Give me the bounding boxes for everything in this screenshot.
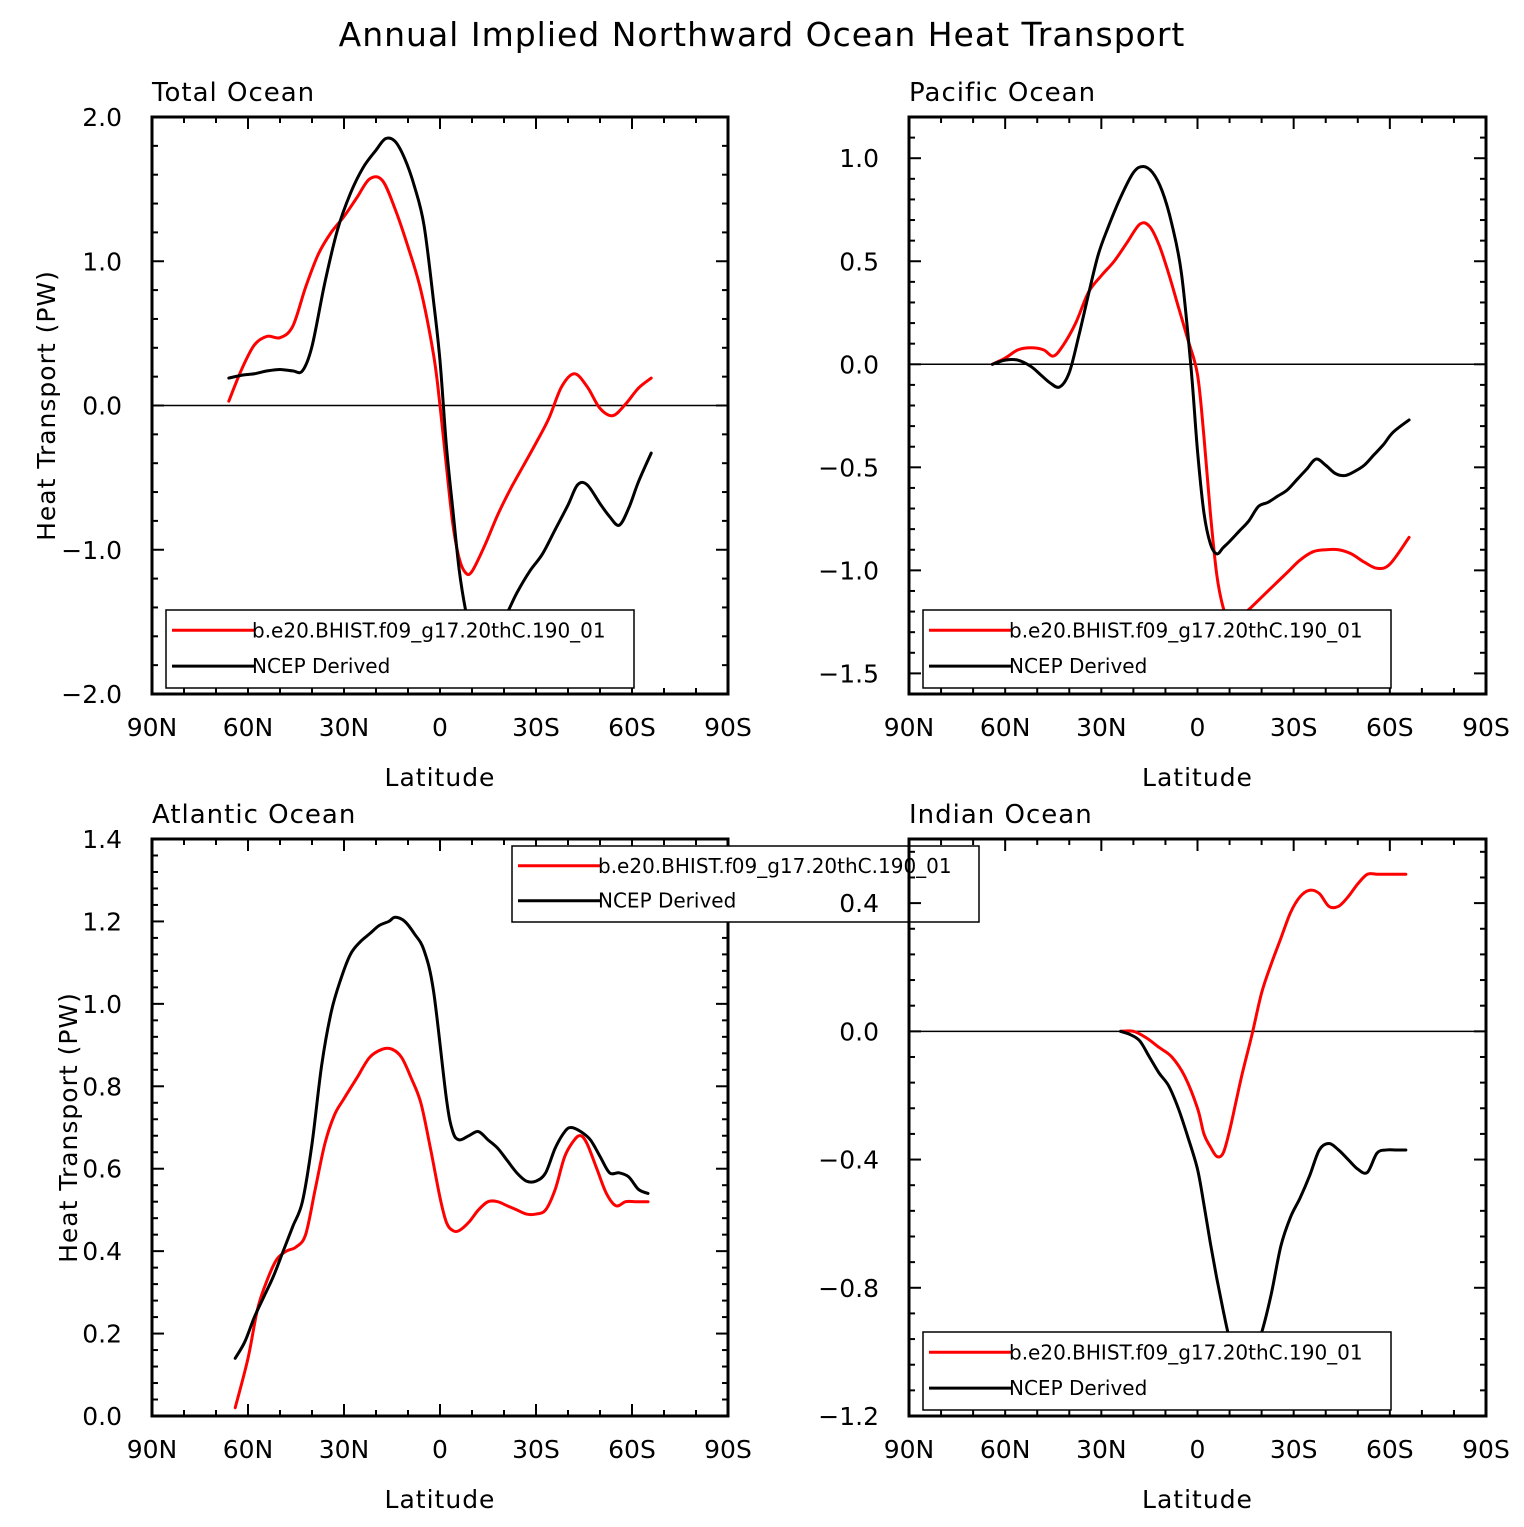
x-tick-label: 30S (1270, 1435, 1318, 1464)
y-tick-label: 0.0 (839, 1017, 879, 1046)
y-tick-label: 1.2 (82, 907, 122, 936)
x-tick-label: 30N (319, 713, 370, 742)
y-tick-label: 1.0 (82, 990, 122, 1019)
legend-box (922, 609, 1392, 689)
y-tick-label: 2.0 (82, 103, 122, 132)
y-tick-label: 0.2 (82, 1320, 122, 1349)
y-tick-label: −0.4 (818, 1146, 879, 1175)
panel-title: Atlantic Ocean (152, 800, 356, 830)
y-tick-label: −1.5 (818, 659, 879, 688)
legend: b.e20.BHIST.f09_g17.20thC.190_01 NCEP Der… (922, 1331, 1392, 1411)
legend-ncep-label: NCEP Derived (252, 654, 390, 678)
y-tick-label: 1.0 (82, 247, 122, 276)
x-axis-label: Latitude (385, 1485, 496, 1514)
panel-title: Pacific Ocean (909, 78, 1096, 108)
x-tick-label: 60N (980, 713, 1031, 742)
plot-frame (907, 115, 1488, 696)
figure-title: Annual Implied Northward Ocean Heat Tran… (339, 15, 1186, 54)
y-tick-label: −0.5 (818, 453, 879, 482)
plot-frame (907, 837, 1488, 1418)
x-tick-label: 60S (1366, 1435, 1414, 1464)
panel-atlantic-ocean: Atlantic Ocean 90N 60N 30N 0 30S 60S 90S 0.0 0.2 0… (54, 800, 980, 1514)
y-tick-label: 0.0 (839, 350, 879, 379)
x-tick-label: 0 (1190, 713, 1206, 742)
model-series-line (1119, 872, 1408, 1159)
x-tick-label: 90N (127, 1435, 178, 1464)
x-tick-label: 60N (980, 1435, 1031, 1464)
x-tick-label: 90N (127, 713, 178, 742)
y-tick-label: 0.6 (82, 1155, 122, 1184)
x-tick-label: 30S (512, 1435, 560, 1464)
legend-model-label: b.e20.BHIST.f09_g17.20thC.190_01 (1009, 1340, 1363, 1364)
y-tick-label: 0.5 (839, 247, 879, 276)
y-tick-label: 0.0 (82, 1402, 122, 1431)
y-tick-label: 0.8 (82, 1072, 122, 1101)
chart-panels: Total Ocean 90N 60N 30N 0 30S 60S 90S −2.0 −1.0 0.… (32, 78, 1510, 1514)
x-tick-label: 90N (884, 1435, 935, 1464)
x-axis-label: Latitude (1142, 1485, 1253, 1514)
y-tick-label: −1.0 (818, 556, 879, 585)
x-tick-label: 90S (704, 1435, 752, 1464)
x-axis-label: Latitude (385, 763, 496, 792)
legend-model-label: b.e20.BHIST.f09_g17.20thC.190_01 (252, 618, 606, 642)
y-tick-label: 0.4 (82, 1237, 122, 1266)
plot-frame (150, 115, 730, 696)
y-tick-label: −1.0 (61, 536, 122, 565)
y-tick-label: −2.0 (61, 680, 122, 709)
panel-title: Total Ocean (151, 78, 315, 108)
x-axis-label: Latitude (1142, 763, 1253, 792)
y-tick-label: −1.2 (818, 1402, 879, 1431)
panel-title: Indian Ocean (909, 800, 1093, 830)
x-tick-label: 60N (223, 1435, 274, 1464)
legend: b.e20.BHIST.f09_g17.20thC.190_01 NCEP Der… (922, 609, 1392, 689)
y-tick-label: 0.4 (839, 889, 879, 918)
legend-ncep-label: NCEP Derived (1009, 654, 1147, 678)
panel-total-ocean: Total Ocean 90N 60N 30N 0 30S 60S 90S −2.0 −1.0 0.… (32, 78, 752, 792)
y-tick-label: −0.8 (818, 1274, 879, 1303)
model-series-line (227, 175, 653, 577)
y-tick-label: 0.0 (82, 392, 122, 421)
y-tick-label: 1.0 (839, 144, 879, 173)
x-tick-label: 0 (432, 713, 448, 742)
ncep-series-line (227, 136, 653, 644)
legend-ncep-label: NCEP Derived (598, 889, 736, 913)
x-tick-label: 60N (223, 713, 274, 742)
ncep-series-line (990, 164, 1411, 556)
legend-model-label: b.e20.BHIST.f09_g17.20thC.190_01 (1009, 618, 1363, 642)
y-axis-label: Heat Transport (PW) (32, 270, 61, 541)
x-tick-label: 60S (608, 1435, 656, 1464)
legend-box (511, 845, 980, 923)
x-tick-label: 30N (1076, 713, 1127, 742)
plot-frame (150, 837, 730, 1418)
panel-pacific-ocean: Pacific Ocean 90N 60N 30N 0 30S 60S 90S −1.5 −1.0… (818, 78, 1510, 792)
x-tick-label: 30S (1270, 713, 1318, 742)
x-tick-label: 60S (608, 713, 656, 742)
panel-indian-ocean: Indian Ocean 90N 60N 30N 0 30S 60S 90S −1.2 −0.8 −… (818, 800, 1510, 1514)
x-tick-label: 30N (1076, 1435, 1127, 1464)
x-tick-label: 0 (1190, 1435, 1206, 1464)
x-tick-label: 0 (432, 1435, 448, 1464)
model-series-line (233, 1046, 650, 1410)
x-tick-label: 90S (1462, 1435, 1510, 1464)
model-series-line (990, 221, 1411, 625)
x-tick-label: 90S (1462, 713, 1510, 742)
legend: b.e20.BHIST.f09_g17.20thC.190_01 NCEP Der… (511, 845, 980, 923)
y-axis-label: Heat Transport (PW) (54, 992, 83, 1263)
x-tick-label: 90N (884, 713, 935, 742)
legend-ncep-label: NCEP Derived (1009, 1376, 1147, 1400)
legend-model-label: b.e20.BHIST.f09_g17.20thC.190_01 (598, 854, 952, 878)
x-tick-label: 90S (704, 713, 752, 742)
legend-box (922, 1331, 1392, 1411)
x-tick-label: 60S (1366, 713, 1414, 742)
x-tick-label: 30S (512, 713, 560, 742)
ncep-series-line (233, 915, 650, 1360)
y-tick-label: 1.4 (82, 825, 122, 854)
legend-box (165, 609, 635, 689)
x-tick-label: 30N (319, 1435, 370, 1464)
legend: b.e20.BHIST.f09_g17.20thC.190_01 NCEP Der… (165, 609, 635, 689)
